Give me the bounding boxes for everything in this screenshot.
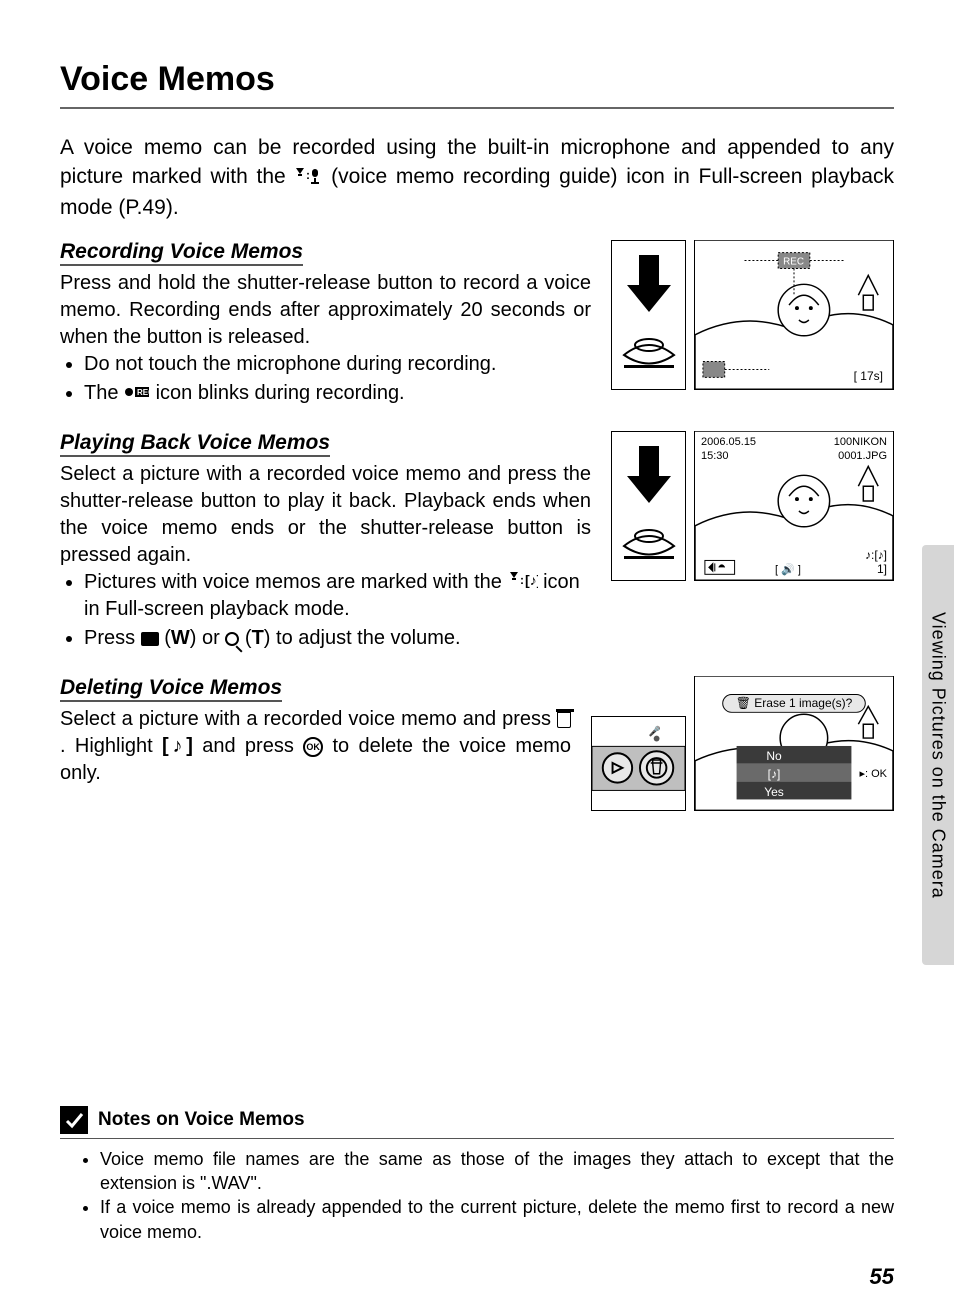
voice-memo-guide-icon: :	[294, 163, 322, 192]
lcd-file: 0001.JPG	[838, 450, 887, 462]
svg-text:🎤: 🎤	[649, 725, 661, 738]
section-deleting: Deleting Voice Memos Select a picture wi…	[60, 676, 894, 811]
lcd-recording-time: [ 17s]	[852, 369, 885, 383]
playback-bullet-2: Press (W) or (T) to adjust the volume.	[84, 625, 591, 652]
playback-b2-mid: ) or	[190, 627, 226, 649]
recording-bullet-2: The REC icon blinks during recording.	[84, 380, 591, 407]
notes-title: Notes on Voice Memos	[98, 1109, 305, 1131]
delete-option-note: [♪]	[695, 767, 853, 781]
playback-b2-after: ) to adjust the volume.	[264, 627, 461, 649]
deleting-b3: and press	[202, 735, 303, 757]
recording-body: Press and hold the shutter-release butto…	[60, 270, 591, 351]
deleting-b2: . Highlight	[60, 735, 162, 757]
lcd-memo-icon: ♪:[♪]	[865, 548, 887, 562]
section-recording: Recording Voice Memos Press and hold the…	[60, 240, 894, 409]
chapter-side-tab: Viewing Pictures on the Camera	[922, 545, 954, 965]
rec-blink-icon: REC	[124, 380, 150, 407]
playback-heading: Playing Back Voice Memos	[60, 431, 330, 457]
lcd-time: 15:30	[701, 450, 729, 462]
trash-icon	[557, 712, 571, 728]
recording-heading: Recording Voice Memos	[60, 240, 303, 266]
playback-body: Select a picture with a recorded voice m…	[60, 461, 591, 569]
playback-b1-before: Pictures with voice memos are marked wit…	[84, 571, 508, 593]
section-playback: Playing Back Voice Memos Select a pictur…	[60, 431, 894, 654]
figure-camera-buttons: 🎤	[591, 716, 686, 811]
check-icon	[60, 1106, 88, 1134]
figure-press-button-playback	[611, 431, 686, 581]
recording-bullet-2-after: icon blinks during recording.	[156, 382, 405, 404]
playback-b2-before: Press	[84, 627, 141, 649]
ok-button-icon: OK	[303, 737, 323, 757]
magnify-icon	[225, 632, 239, 646]
svg-text:REC: REC	[783, 256, 804, 267]
page-number: 55	[870, 1264, 894, 1290]
lcd-date: 2006.05.15	[701, 436, 756, 448]
figure-lcd-playback: 2006.05.15 15:30 100NIKON 0001.JPG ♪:[♪]…	[694, 431, 894, 581]
deleting-body: Select a picture with a recorded voice m…	[60, 706, 571, 787]
delete-ok-hint: ▸: OK	[859, 767, 887, 780]
side-tab-label: Viewing Pictures on the Camera	[928, 612, 949, 899]
voice-memo-marker-icon: : [♪]	[508, 569, 538, 596]
tele-key-label: T	[252, 627, 264, 649]
recording-bullet-1: Do not touch the microphone during recor…	[84, 351, 591, 378]
recording-bullet-2-before: The	[84, 382, 124, 404]
deleting-heading: Deleting Voice Memos	[60, 676, 282, 702]
intro-paragraph: A voice memo can be recorded using the b…	[60, 133, 894, 222]
delete-prompt: 🗑 Erase 1 image(s)?	[695, 696, 893, 710]
deleting-b1: Select a picture with a recorded voice m…	[60, 708, 557, 730]
lcd-count: 1]	[877, 562, 887, 576]
wide-key-label: W	[171, 627, 190, 649]
delete-option-yes: Yes	[695, 785, 853, 799]
lcd-folder: 100NIKON	[834, 436, 887, 448]
notes-item-2: If a voice memo is already appended to t…	[100, 1195, 894, 1244]
lcd-volume-icon: [ 🔊 ]	[775, 563, 801, 576]
svg-text::: :	[520, 573, 524, 587]
notes-item-1: Voice memo file names are the same as th…	[100, 1147, 894, 1196]
svg-text:[♪]: [♪]	[525, 572, 538, 588]
note-bracket-icon: [♪]	[162, 735, 193, 757]
figure-lcd-recording: REC [ 17s]	[694, 240, 894, 390]
page-title: Voice Memos	[60, 60, 894, 99]
svg-text:REC: REC	[137, 388, 150, 397]
notes-block: Notes on Voice Memos Voice memo file nam…	[60, 1106, 894, 1244]
svg-text::: :	[306, 168, 310, 182]
playback-bullet-1: Pictures with voice memos are marked wit…	[84, 569, 591, 623]
thumbnail-grid-icon	[141, 632, 159, 646]
figure-lcd-delete-menu: 🗑 Erase 1 image(s)? No [♪] ▸: OK Yes	[694, 676, 894, 811]
figure-press-button-recording	[611, 240, 686, 390]
delete-option-no: No	[695, 749, 853, 763]
title-rule	[60, 107, 894, 109]
